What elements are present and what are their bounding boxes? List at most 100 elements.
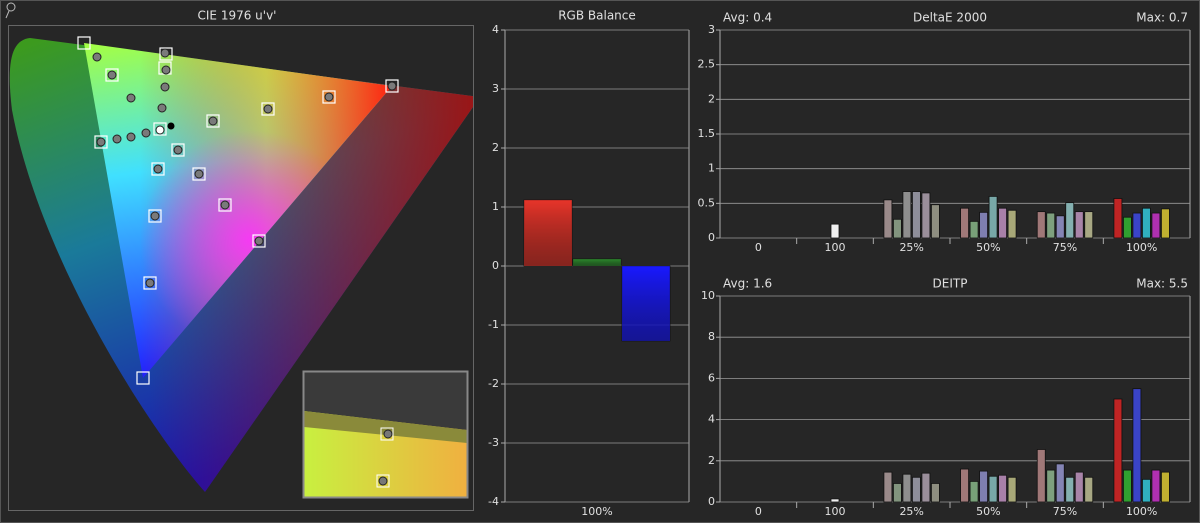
measured-point bbox=[112, 134, 122, 144]
bar bbox=[523, 199, 573, 267]
y-tick-label: 4 bbox=[708, 413, 715, 426]
current-point bbox=[167, 122, 175, 130]
target-square bbox=[171, 143, 185, 157]
bar bbox=[931, 204, 940, 239]
bar bbox=[1046, 212, 1056, 239]
target-square bbox=[105, 68, 119, 82]
bar bbox=[931, 483, 940, 503]
bar bbox=[1123, 216, 1132, 239]
x-tick-label: 25% bbox=[899, 241, 923, 254]
annotation: Avg: 0.4 bbox=[723, 11, 772, 25]
bar bbox=[1065, 202, 1075, 239]
target-square bbox=[252, 234, 266, 248]
bar bbox=[998, 474, 1007, 503]
bar bbox=[1084, 211, 1094, 239]
bar bbox=[902, 473, 912, 503]
bar bbox=[969, 480, 979, 503]
bar bbox=[960, 468, 969, 503]
x-tick-label: 0 bbox=[755, 505, 762, 518]
target-square bbox=[153, 122, 167, 136]
measured-point bbox=[263, 104, 273, 114]
target-square bbox=[192, 167, 206, 181]
y-tick-label: 0.5 bbox=[698, 196, 716, 209]
measured-point bbox=[150, 211, 160, 221]
measured-point bbox=[160, 48, 170, 58]
x-tick-label: 75% bbox=[1053, 505, 1077, 518]
bar bbox=[1055, 215, 1065, 239]
bar bbox=[883, 199, 893, 239]
bar bbox=[1142, 207, 1151, 239]
measured-point bbox=[194, 169, 204, 179]
bar bbox=[830, 498, 840, 503]
y-tick-label: 8 bbox=[708, 330, 715, 343]
x-tick-label: 50% bbox=[976, 241, 1000, 254]
bar bbox=[893, 218, 902, 239]
bar bbox=[1151, 469, 1161, 503]
bar bbox=[1055, 463, 1065, 503]
bar bbox=[572, 258, 622, 267]
target-square bbox=[218, 198, 232, 212]
y-tick-label: -3 bbox=[488, 436, 499, 449]
measured-point bbox=[92, 52, 102, 62]
bar bbox=[969, 220, 979, 239]
y-tick-label: 2.5 bbox=[698, 58, 716, 71]
bar bbox=[1074, 471, 1084, 503]
bar bbox=[1113, 198, 1123, 239]
bar bbox=[979, 470, 988, 503]
x-tick-label: 100 bbox=[825, 505, 846, 518]
bar bbox=[621, 265, 671, 342]
annotation: Max: 5.5 bbox=[1136, 277, 1188, 291]
measured-point bbox=[126, 132, 136, 142]
bar bbox=[1161, 471, 1170, 503]
measured-point bbox=[153, 164, 163, 174]
measured-point bbox=[157, 103, 167, 113]
cie-points bbox=[77, 36, 399, 385]
y-tick-label: 1.5 bbox=[698, 127, 716, 140]
y-tick-label: 4 bbox=[492, 23, 499, 36]
bar bbox=[1007, 209, 1017, 239]
y-tick-label: 0 bbox=[708, 495, 715, 508]
bar bbox=[1046, 469, 1056, 503]
bar bbox=[1113, 398, 1123, 503]
y-tick-label: -4 bbox=[488, 495, 499, 508]
target-square bbox=[94, 135, 108, 149]
y-tick-label: 3 bbox=[492, 82, 499, 95]
bar bbox=[902, 191, 912, 239]
bar bbox=[1161, 208, 1170, 239]
x-tick-label: 100% bbox=[581, 505, 612, 518]
y-tick-label: 6 bbox=[708, 371, 715, 384]
target-square bbox=[151, 162, 165, 176]
bar bbox=[1132, 388, 1142, 503]
bar bbox=[998, 207, 1007, 239]
x-tick-label: 50% bbox=[976, 505, 1000, 518]
bar bbox=[893, 483, 902, 503]
white-point bbox=[155, 125, 165, 135]
bar bbox=[883, 471, 893, 503]
y-tick-label: -1 bbox=[488, 318, 499, 331]
bar bbox=[921, 192, 931, 239]
target-square bbox=[148, 209, 162, 223]
search-icon[interactable] bbox=[5, 2, 16, 19]
x-tick-label: 75% bbox=[1053, 241, 1077, 254]
measured-point bbox=[96, 137, 106, 147]
y-tick-label: 0 bbox=[708, 231, 715, 244]
bar bbox=[1074, 211, 1084, 239]
bar bbox=[960, 207, 969, 239]
annotation: Avg: 1.6 bbox=[723, 277, 772, 291]
target-square bbox=[261, 102, 275, 116]
measured-point bbox=[126, 93, 136, 103]
bar bbox=[1142, 478, 1151, 503]
chart-title: RGB Balance bbox=[558, 9, 636, 23]
x-tick-label: 0 bbox=[755, 241, 762, 254]
measured-point bbox=[161, 65, 171, 75]
y-tick-label: 10 bbox=[701, 289, 715, 302]
measured-point bbox=[107, 70, 117, 80]
bar bbox=[1132, 212, 1142, 239]
measured-point bbox=[141, 128, 151, 138]
chart-title: DeltaE 2000 bbox=[913, 11, 987, 25]
measured-point bbox=[145, 278, 155, 288]
bar bbox=[988, 475, 998, 503]
annotation: Max: 0.7 bbox=[1136, 11, 1188, 25]
bar bbox=[1065, 476, 1075, 503]
